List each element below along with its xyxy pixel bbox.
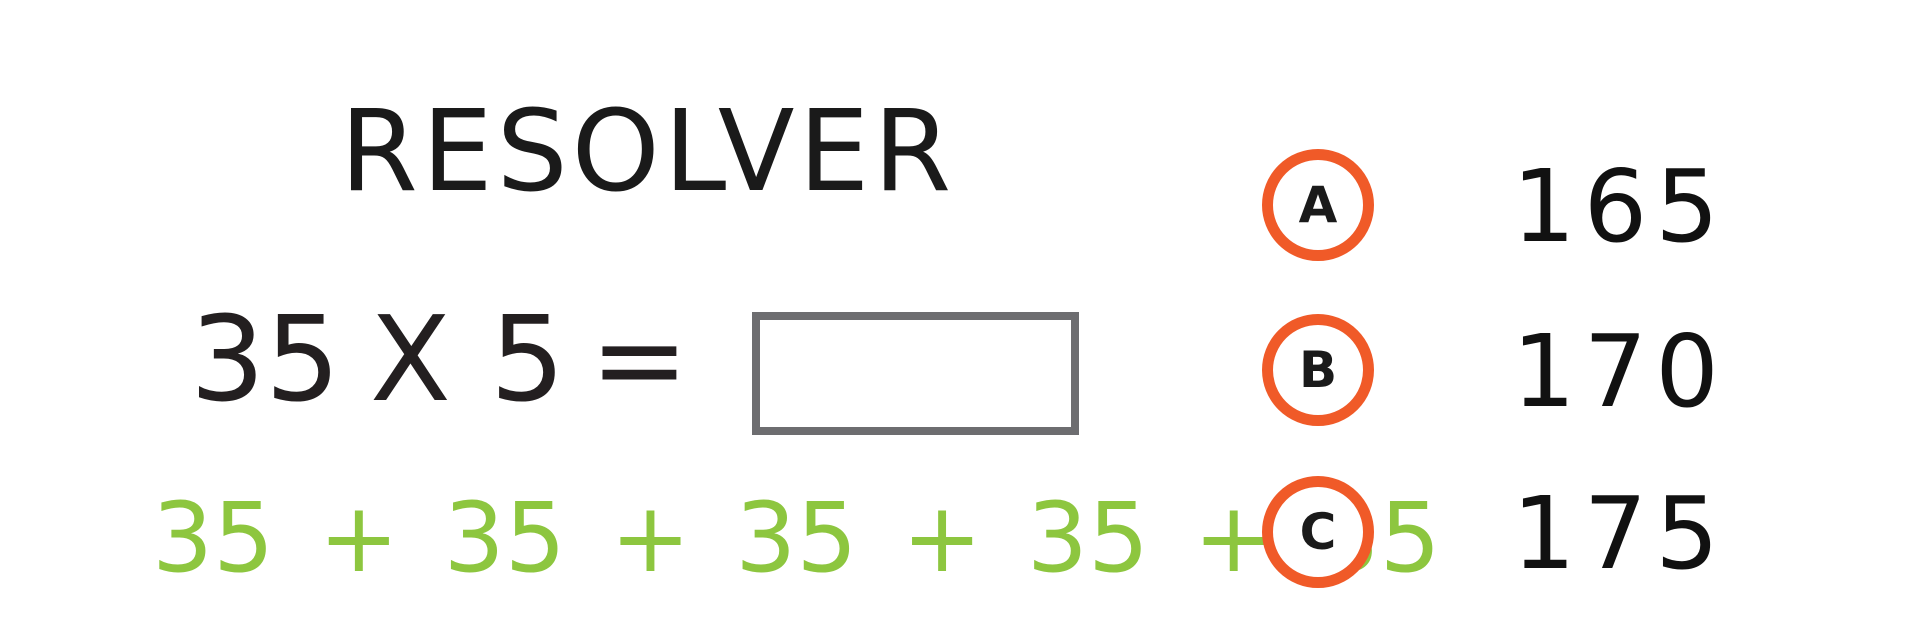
option-b[interactable]: B 170 [1262, 313, 1762, 430]
option-a[interactable]: A 165 [1262, 148, 1762, 265]
operand-b: 5 [490, 290, 566, 428]
page-title: RESOLVER [340, 87, 956, 217]
operand-a: 35 [190, 290, 341, 428]
option-a-value: 165 [1512, 148, 1727, 265]
option-c[interactable]: C 175 [1262, 475, 1762, 592]
answer-box[interactable] [752, 312, 1079, 435]
option-a-letter: A [1298, 176, 1338, 234]
option-c-circle-icon[interactable]: C [1262, 476, 1374, 588]
option-b-letter: B [1298, 341, 1338, 399]
multiply-operator: X [370, 290, 451, 428]
hint-repeated-addition: 35 + 35 + 35 + 35 + 35 [152, 482, 1441, 594]
option-a-circle-icon[interactable]: A [1262, 149, 1374, 261]
option-c-value: 175 [1512, 475, 1727, 592]
option-b-value: 170 [1512, 313, 1727, 430]
equals-sign: = [590, 290, 689, 428]
option-c-letter: C [1299, 503, 1337, 561]
option-b-circle-icon[interactable]: B [1262, 314, 1374, 426]
